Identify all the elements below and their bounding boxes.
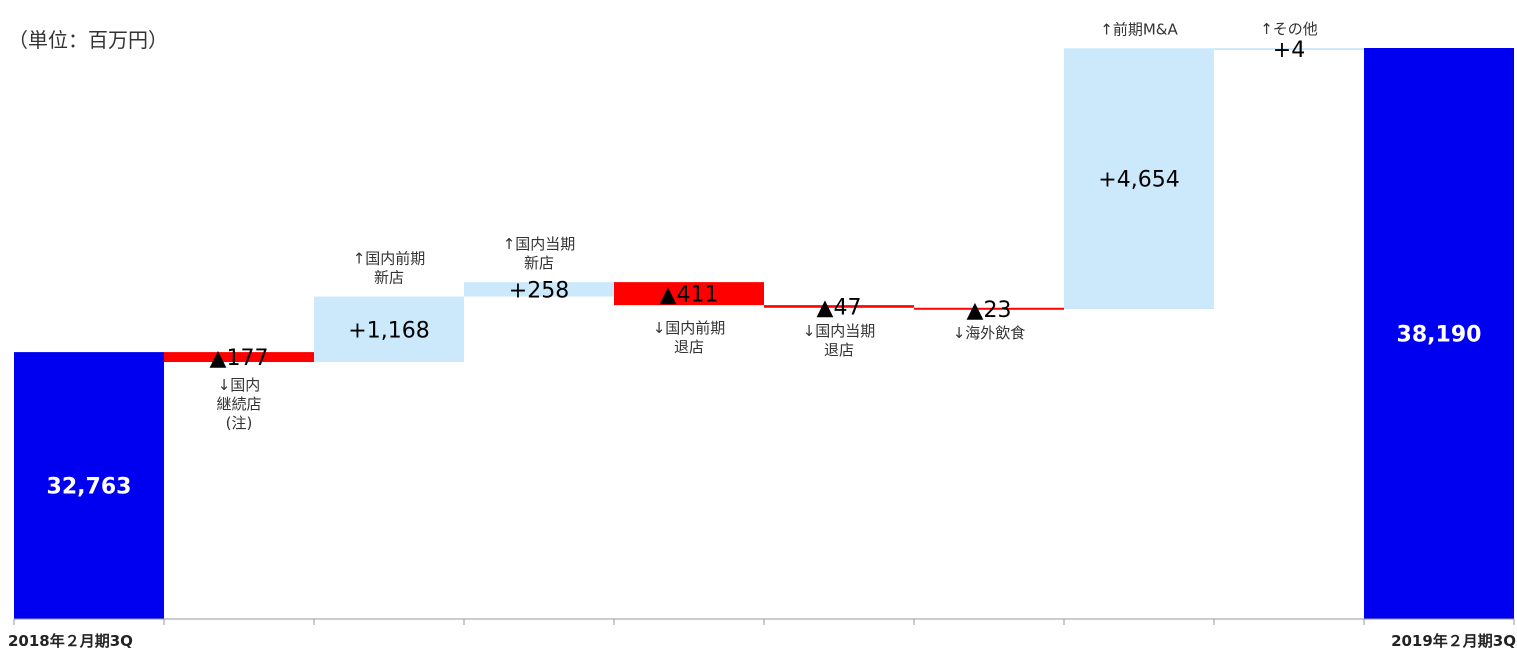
value-label-5: ▲47 [817, 295, 862, 320]
category-label-6-0: ↓海外飲食 [953, 324, 1026, 342]
value-label-4: ▲411 [660, 283, 719, 308]
category-label-3-0: ↑国内当期 [503, 235, 576, 253]
category-label-4-0: ↓国内前期 [653, 319, 726, 337]
value-label-6: ▲23 [967, 298, 1012, 323]
bar-2 [314, 296, 464, 363]
bar-5 [764, 305, 914, 308]
axis-category-label-0: 2018年２月期3Q [8, 632, 133, 650]
category-label-1-2: (注) [226, 414, 253, 432]
value-label-8: +4 [1273, 38, 1305, 63]
axis-category-label-9: 2019年２月期3Q [1391, 632, 1516, 650]
bar-8 [1214, 48, 1364, 51]
value-label-0: 32,763 [47, 475, 132, 500]
value-label-7: +4,654 [1098, 168, 1179, 193]
bar-9 [1364, 48, 1514, 619]
category-label-8-0: ↑その他 [1260, 20, 1318, 38]
category-label-1-1: 継続店 [216, 395, 261, 413]
category-label-2-1: 新店 [374, 269, 404, 287]
category-label-2-0: ↑国内前期 [353, 250, 426, 268]
unit-label: （単位：百万円） [8, 28, 168, 52]
category-label-7-0: ↑前期M&A [1100, 20, 1178, 38]
bar-3 [464, 282, 614, 297]
value-label-3: +258 [509, 278, 569, 303]
value-label-1: ▲177 [210, 346, 269, 371]
category-label-5-1: 退店 [824, 341, 854, 359]
category-label-1-0: ↓国内 [218, 376, 261, 394]
value-label-9: 38,190 [1397, 323, 1482, 348]
bar-4 [614, 282, 764, 306]
category-label-5-0: ↓国内当期 [803, 322, 876, 340]
value-label-2: +1,168 [348, 318, 429, 343]
category-label-4-1: 退店 [674, 338, 704, 356]
category-label-3-1: 新店 [524, 254, 554, 272]
bar-0 [14, 352, 164, 619]
bar-6 [914, 307, 1064, 310]
bar-7 [1064, 48, 1214, 310]
bar-1 [164, 352, 314, 363]
